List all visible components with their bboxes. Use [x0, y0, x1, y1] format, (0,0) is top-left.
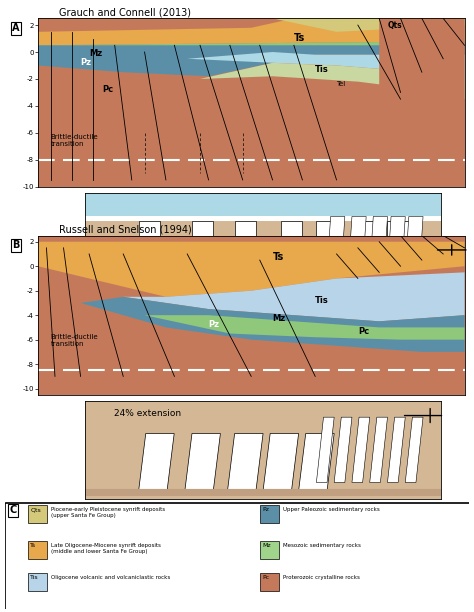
Polygon shape: [316, 221, 337, 272]
Text: Pz: Pz: [81, 59, 91, 67]
Text: Piocene-early Pleistocene synrift deposits
(upper Santa Fe Group): Piocene-early Pleistocene synrift deposi…: [51, 507, 165, 518]
Polygon shape: [38, 18, 465, 45]
Bar: [5, 502, 469, 609]
Text: Pz: Pz: [263, 507, 269, 512]
Polygon shape: [387, 217, 405, 272]
Text: Oligocene volcanic and volcaniclastic rocks: Oligocene volcanic and volcaniclastic ro…: [51, 575, 171, 580]
Polygon shape: [370, 417, 387, 482]
Text: Ts: Ts: [294, 33, 305, 43]
Polygon shape: [38, 41, 465, 59]
Polygon shape: [38, 242, 465, 297]
Bar: [85, 193, 441, 217]
Text: Pc: Pc: [102, 86, 113, 94]
Polygon shape: [200, 63, 465, 99]
Polygon shape: [38, 18, 465, 187]
Polygon shape: [327, 217, 345, 272]
Polygon shape: [352, 221, 374, 272]
Text: Mz: Mz: [273, 315, 286, 323]
Polygon shape: [316, 417, 334, 482]
Polygon shape: [263, 433, 299, 491]
Polygon shape: [192, 221, 213, 272]
Text: Brittle-ductile
transition: Brittle-ductile transition: [51, 334, 98, 347]
Polygon shape: [38, 45, 465, 76]
Polygon shape: [352, 417, 370, 482]
Text: Brittle-ductile
transition: Brittle-ductile transition: [51, 134, 98, 147]
Text: C: C: [9, 505, 17, 515]
Bar: [114, 202, 434, 212]
Text: Mz: Mz: [89, 49, 102, 58]
Text: Mesozoic sedimentary rocks: Mesozoic sedimentary rocks: [283, 543, 361, 548]
Text: Tis: Tis: [30, 575, 39, 580]
Bar: [28, 573, 46, 591]
Polygon shape: [273, 18, 465, 32]
Polygon shape: [138, 221, 160, 272]
Polygon shape: [123, 272, 465, 321]
Bar: [260, 506, 279, 523]
Polygon shape: [138, 433, 174, 491]
Polygon shape: [334, 417, 352, 482]
Bar: [260, 541, 279, 559]
Polygon shape: [348, 217, 366, 272]
Text: Late Oligocene-Miocene synrift deposits
(middle and lower Santa Fe Group): Late Oligocene-Miocene synrift deposits …: [51, 543, 161, 554]
Polygon shape: [81, 297, 465, 352]
Text: Tel: Tel: [337, 81, 346, 87]
Polygon shape: [235, 221, 256, 272]
Text: 24% extension: 24% extension: [114, 409, 181, 417]
Text: Grauch and Connell (2013): Grauch and Connell (2013): [59, 7, 191, 18]
Polygon shape: [187, 52, 465, 79]
Polygon shape: [370, 217, 387, 272]
Polygon shape: [405, 417, 423, 482]
Text: Pz: Pz: [209, 321, 219, 329]
Bar: [28, 506, 46, 523]
Text: Ts: Ts: [30, 543, 36, 548]
Text: Russell and Snelson (1994): Russell and Snelson (1994): [59, 225, 192, 235]
Bar: [85, 217, 441, 221]
Text: Qts: Qts: [388, 21, 402, 30]
Polygon shape: [405, 217, 423, 272]
Bar: [260, 573, 279, 591]
Polygon shape: [387, 417, 405, 482]
Text: A: A: [12, 23, 20, 34]
Polygon shape: [228, 433, 263, 491]
Text: Ts: Ts: [273, 252, 284, 262]
Bar: [28, 541, 46, 559]
Text: Proterozoic crystalline rocks: Proterozoic crystalline rocks: [283, 575, 360, 580]
Text: Mz: Mz: [263, 543, 271, 548]
Text: Tis: Tis: [315, 296, 329, 305]
Text: Upper Paleozoic sedimentary rocks: Upper Paleozoic sedimentary rocks: [283, 507, 380, 512]
Polygon shape: [38, 236, 465, 395]
Text: Tis: Tis: [315, 65, 329, 74]
Text: Qts: Qts: [30, 507, 41, 512]
Text: B: B: [12, 241, 20, 250]
Bar: [85, 491, 441, 496]
Polygon shape: [379, 18, 465, 119]
Polygon shape: [387, 221, 409, 272]
Polygon shape: [185, 433, 220, 491]
Polygon shape: [299, 433, 334, 491]
Text: Pc: Pc: [358, 327, 369, 335]
Text: Pc: Pc: [263, 575, 270, 580]
Polygon shape: [145, 315, 465, 340]
Polygon shape: [281, 221, 302, 272]
